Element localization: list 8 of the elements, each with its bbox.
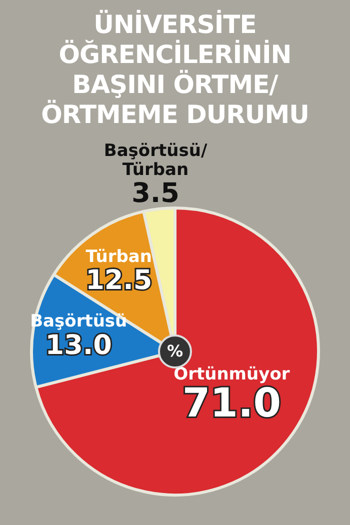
slice-label: Türban: [86, 247, 152, 268]
data-label: 3.5: [132, 178, 180, 210]
data-label: 12.5: [86, 265, 152, 296]
slice-label: Başörtüsü/Türban: [104, 140, 208, 180]
text: %: [166, 342, 184, 361]
chart-title: ÜNİVERSİTE ÖĞRENCİLERİNİN BAŞINI ÖRTME/ ÖRTMEME DURUMU: [40, 8, 310, 130]
slice-label: Örtünmüyor: [174, 363, 290, 384]
data-label: 13.0: [45, 330, 112, 361]
